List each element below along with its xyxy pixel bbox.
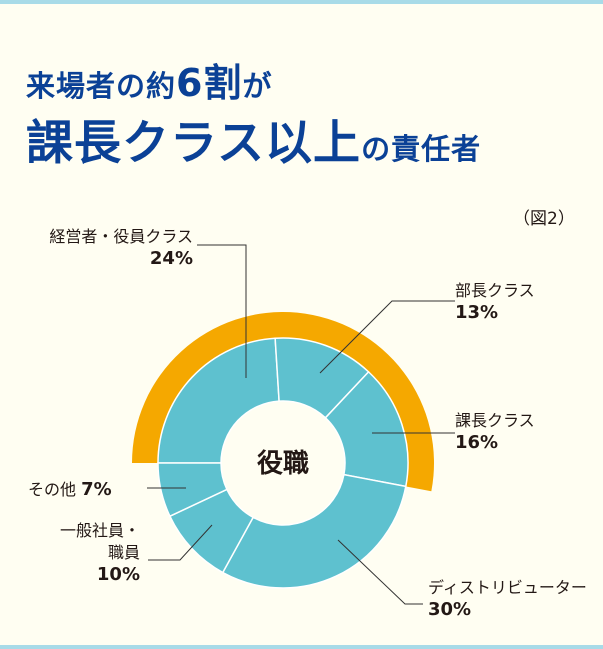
slice-label: その他	[28, 480, 77, 499]
label-director: 部長クラス 13%	[455, 280, 535, 324]
label-other: その他 7%	[28, 479, 112, 501]
headline-text: 来場者の約	[26, 69, 177, 103]
headline-emphasis: 課長クラス以上	[26, 116, 362, 171]
center-label: 役職	[257, 449, 309, 479]
slice-value: 16%	[455, 432, 499, 453]
slice-label: 職員	[107, 543, 140, 562]
headline-line1: 来場者の約6割が	[26, 52, 272, 107]
leader-line-3	[337, 539, 423, 605]
headline-line2: 課長クラス以上の責任者	[26, 104, 481, 173]
headline-text: の責任者	[361, 132, 482, 166]
slice-label: 経営者・役員クラス	[49, 227, 193, 246]
figure-number: （図2）	[513, 209, 575, 229]
slice-value: 30%	[428, 599, 472, 620]
slice-value: 10%	[96, 564, 140, 585]
slice-label: 課長クラス	[455, 411, 535, 430]
headline-text: が	[242, 69, 273, 103]
headline-emphasis: 6割	[176, 61, 243, 105]
slice-value: 13%	[455, 302, 499, 323]
slice-value: 7%	[81, 479, 112, 500]
leader-line-1	[319, 300, 455, 374]
slice-label: 部長クラス	[455, 281, 535, 300]
slice-value: 24%	[149, 248, 193, 269]
label-general-staff: 一般社員・ 職員 10%	[60, 520, 140, 586]
leader-line-4	[148, 524, 213, 561]
bottom-stripe	[0, 645, 603, 649]
highlight-arc	[132, 311, 434, 492]
donut-slice-0	[157, 337, 280, 464]
donut-slice-5	[157, 462, 228, 518]
donut-slice-3	[221, 473, 407, 589]
slice-label: 一般社員・	[59, 521, 140, 540]
label-executive: 経営者・役員クラス 24%	[49, 226, 193, 270]
label-manager: 課長クラス 16%	[455, 410, 535, 454]
label-distributor: ディストリビューター 30%	[428, 577, 587, 621]
top-stripe	[0, 0, 603, 4]
leader-line-0	[197, 244, 247, 378]
slice-label: ディストリビューター	[428, 578, 587, 597]
